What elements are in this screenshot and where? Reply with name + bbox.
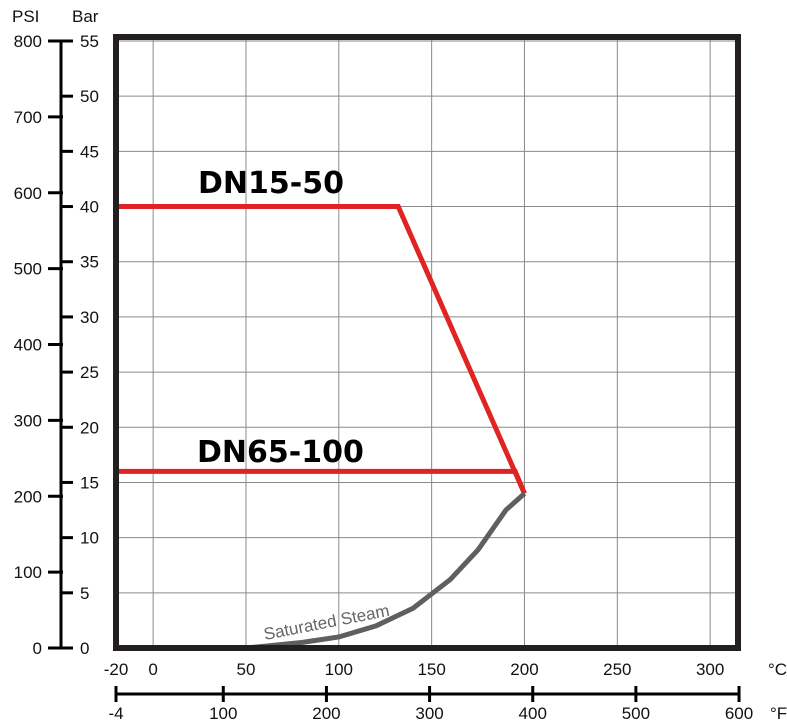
psi-tick-label: 400: [14, 336, 42, 355]
fahrenheit-unit-label: °F: [770, 704, 787, 723]
psi-unit-label: PSI: [12, 7, 39, 26]
celsius-tick-label: 250: [603, 660, 631, 679]
series-group: [116, 204, 527, 651]
bar-tick-label: 35: [80, 253, 99, 272]
bar-tick-label: 5: [80, 584, 89, 603]
celsius-tick-label: 200: [510, 660, 538, 679]
celsius-tick-label: 100: [325, 660, 353, 679]
psi-tick-label: 300: [14, 411, 42, 430]
axes-group: [48, 39, 741, 702]
bar-tick-label: 50: [80, 87, 99, 106]
bar-tick-label: 55: [80, 32, 99, 51]
celsius-tick-label: -20: [104, 660, 129, 679]
bar-tick-label: 30: [80, 308, 99, 327]
series-line-dn15-50: [116, 204, 527, 495]
psi-tick-label: 800: [14, 32, 42, 51]
psi-tick-label: 0: [33, 639, 42, 658]
bar-tick-label: 10: [80, 529, 99, 548]
grid-lines: [116, 37, 738, 648]
bar-tick-label: 0: [80, 639, 89, 658]
bar-tick-label: 40: [80, 198, 99, 217]
fahrenheit-tick-label: 500: [622, 704, 650, 723]
celsius-tick-label: 50: [237, 660, 256, 679]
psi-tick-label: 700: [14, 108, 42, 127]
series-label-dn65-100: DN65-100: [197, 435, 364, 470]
psi-tick-label: 500: [14, 260, 42, 279]
fahrenheit-tick-label: -4: [108, 704, 123, 723]
series-line-saturated-steam: [245, 491, 527, 651]
celsius-tick-label: 300: [696, 660, 724, 679]
bar-unit-label: Bar: [72, 7, 99, 26]
series-line-dn65-100: [116, 468, 527, 495]
fahrenheit-tick-label: 300: [415, 704, 443, 723]
fahrenheit-tick-label: 600: [725, 704, 753, 723]
bar-tick-label: 15: [80, 473, 99, 492]
bar-tick-label: 45: [80, 142, 99, 161]
fahrenheit-tick-label: 400: [519, 704, 547, 723]
psi-tick-label: 600: [14, 184, 42, 203]
plot-frame: [113, 34, 741, 651]
psi-tick-label: 200: [14, 487, 42, 506]
bar-tick-label: 20: [80, 418, 99, 437]
celsius-tick-label: 150: [417, 660, 445, 679]
series-label-dn15-50: DN15-50: [198, 166, 344, 201]
fahrenheit-tick-label: 200: [312, 704, 340, 723]
celsius-unit-label: °C: [768, 660, 787, 679]
celsius-tick-label: 0: [148, 660, 157, 679]
fahrenheit-tick-label: 100: [209, 704, 237, 723]
psi-tick-label: 100: [14, 563, 42, 582]
bar-tick-label: 25: [80, 363, 99, 382]
